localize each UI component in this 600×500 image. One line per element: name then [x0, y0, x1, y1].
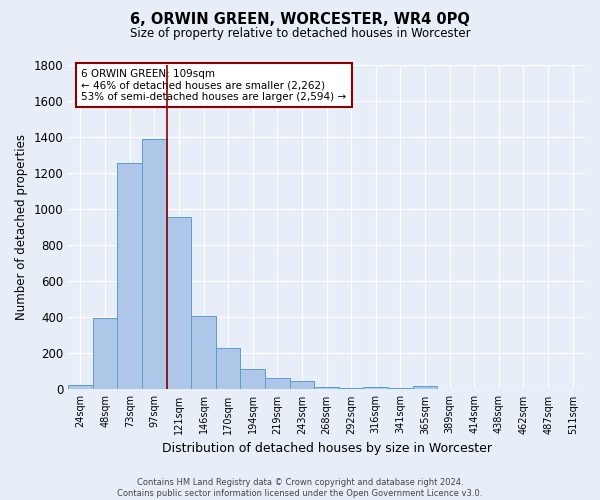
Text: Contains HM Land Registry data © Crown copyright and database right 2024.
Contai: Contains HM Land Registry data © Crown c…: [118, 478, 482, 498]
Bar: [290, 381, 314, 390]
Text: 6 ORWIN GREEN: 109sqm
← 46% of detached houses are smaller (2,262)
53% of semi-d: 6 ORWIN GREEN: 109sqm ← 46% of detached …: [81, 68, 346, 102]
Bar: [364, 388, 388, 390]
Bar: [241, 368, 265, 390]
Y-axis label: Number of detached properties: Number of detached properties: [15, 134, 28, 320]
Bar: [339, 388, 364, 390]
Bar: [413, 386, 437, 390]
Bar: [191, 316, 216, 390]
Bar: [167, 218, 191, 390]
Bar: [142, 139, 167, 390]
Text: 6, ORWIN GREEN, WORCESTER, WR4 0PQ: 6, ORWIN GREEN, WORCESTER, WR4 0PQ: [130, 12, 470, 28]
Bar: [265, 378, 290, 390]
Bar: [314, 386, 339, 390]
Bar: [68, 385, 93, 390]
X-axis label: Distribution of detached houses by size in Worcester: Distribution of detached houses by size …: [161, 442, 491, 455]
Bar: [388, 388, 413, 390]
Bar: [216, 348, 241, 390]
Bar: [118, 163, 142, 390]
Bar: [93, 318, 118, 390]
Text: Size of property relative to detached houses in Worcester: Size of property relative to detached ho…: [130, 28, 470, 40]
